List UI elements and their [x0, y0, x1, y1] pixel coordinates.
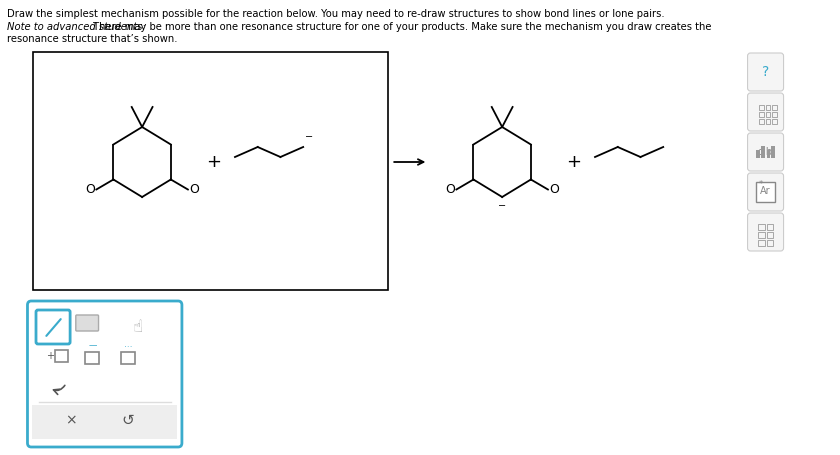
Text: dlb: dlb — [758, 147, 773, 157]
Bar — [86, 352, 98, 364]
Bar — [767, 224, 773, 230]
Text: O: O — [445, 183, 455, 196]
Text: O: O — [189, 183, 199, 196]
Text: O: O — [549, 183, 559, 196]
Text: Draw the simplest mechanism possible for the reaction below. You may need to re-: Draw the simplest mechanism possible for… — [7, 9, 664, 19]
Text: ☝: ☝ — [133, 318, 143, 336]
Text: Ar: Ar — [760, 186, 771, 196]
Bar — [772, 119, 777, 124]
Bar — [765, 119, 770, 124]
Bar — [758, 232, 764, 238]
Text: …: … — [123, 340, 132, 349]
Bar — [765, 105, 770, 110]
Text: O: O — [86, 183, 96, 196]
FancyBboxPatch shape — [748, 133, 784, 171]
Bar — [767, 150, 770, 158]
Text: −: − — [498, 201, 507, 211]
FancyBboxPatch shape — [28, 301, 182, 447]
Text: +: + — [46, 351, 54, 361]
Text: resonance structure that’s shown.: resonance structure that’s shown. — [7, 34, 177, 44]
FancyBboxPatch shape — [76, 315, 98, 331]
Text: *: * — [759, 181, 763, 189]
Text: +: + — [206, 153, 221, 171]
FancyBboxPatch shape — [748, 93, 784, 131]
FancyBboxPatch shape — [36, 310, 70, 344]
Bar — [771, 146, 775, 158]
Bar — [772, 105, 777, 110]
FancyBboxPatch shape — [748, 53, 784, 91]
Bar — [32, 405, 177, 439]
Bar — [761, 146, 764, 158]
Bar — [759, 112, 764, 117]
Text: +: + — [565, 153, 580, 171]
Bar — [121, 352, 134, 364]
FancyBboxPatch shape — [748, 213, 784, 251]
Text: −: − — [305, 132, 313, 142]
Text: ×: × — [66, 413, 77, 427]
Bar — [767, 232, 773, 238]
Bar — [758, 240, 764, 246]
Bar — [772, 112, 777, 117]
Text: ↺: ↺ — [122, 413, 134, 428]
Bar — [756, 150, 760, 158]
FancyBboxPatch shape — [748, 173, 784, 211]
Bar — [767, 240, 773, 246]
Bar — [759, 105, 764, 110]
Text: There may be more than one resonance structure for one of your products. Make su: There may be more than one resonance str… — [90, 22, 711, 32]
Bar — [55, 350, 68, 362]
Text: Ar: Ar — [759, 187, 772, 197]
Text: ?: ? — [762, 65, 769, 79]
Text: Note to advanced students:: Note to advanced students: — [7, 22, 145, 32]
Text: —: — — [89, 341, 97, 350]
Bar — [765, 112, 770, 117]
FancyBboxPatch shape — [756, 182, 775, 202]
Bar — [758, 224, 764, 230]
Bar — [759, 119, 764, 124]
Bar — [33, 52, 388, 290]
